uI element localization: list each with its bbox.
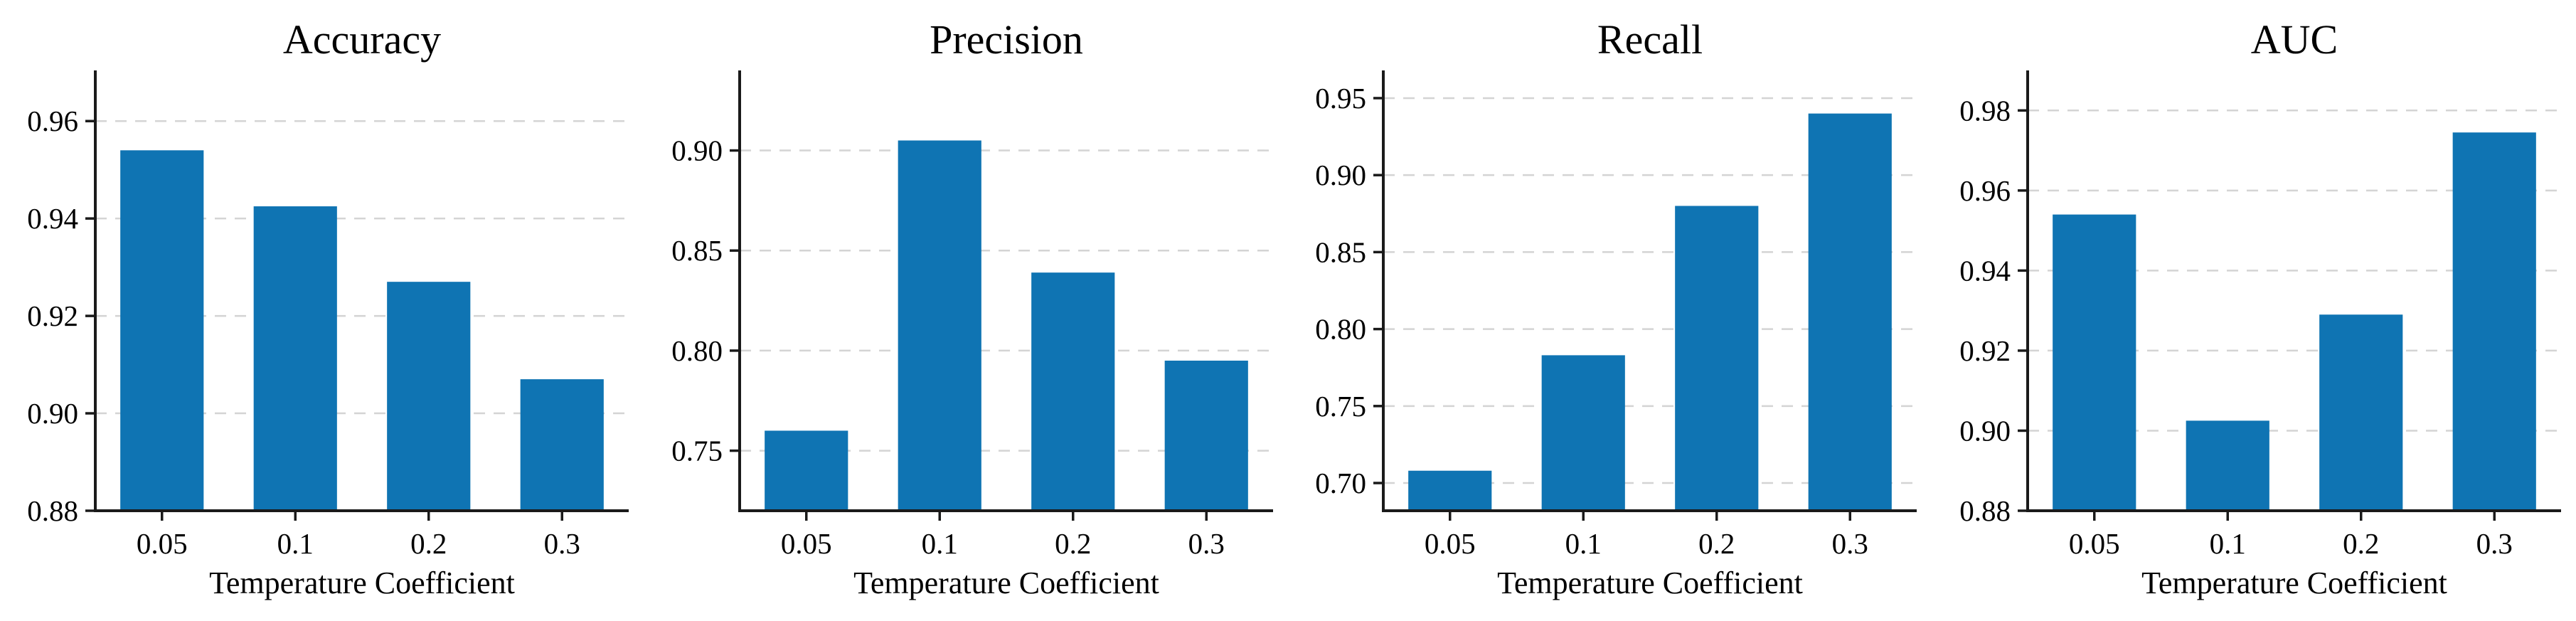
bar-chart-accuracy: 0.88 0.90 0.92 0.94 0.96 0.05 0.1 0.2 0.3 Accurac… [0,0,644,621]
chart-panel-accuracy: 0.88 0.90 0.92 0.94 0.96 0.05 0.1 0.2 0.3 Accurac… [0,0,644,621]
y-tick-label: 0.70 [1315,467,1366,499]
bar-0.05 [2052,214,2136,511]
x-tick-label: 0.05 [2068,527,2119,560]
x-tick-label: 0.1 [1565,527,1602,560]
chart-title: Accuracy [283,16,441,63]
y-tick-label: 0.98 [1959,94,2011,127]
bar-0.1 [2186,420,2269,511]
y-tick-label: 0.90 [671,134,723,167]
bar-0.05 [764,430,848,511]
y-tick-label: 0.88 [1959,494,2011,527]
y-tick-label: 0.75 [1315,390,1366,423]
y-tick-label: 0.88 [27,494,78,527]
x-tick-label: 0.3 [2476,527,2512,560]
x-axis-label: Temperature Coefficient [2141,566,2447,600]
x-tick-label: 0.3 [1188,527,1224,560]
y-tick-label: 0.92 [1959,334,2011,367]
bar-0.05 [120,150,204,511]
chart-panel-precision: 0.75 0.80 0.85 0.90 0.05 0.1 0.2 0.3 Precision Te… [644,0,1288,621]
bar-0.2 [1031,272,1114,511]
bar-0.3 [1164,360,1248,511]
bar-0.1 [898,140,981,511]
y-tick-label: 0.94 [27,202,78,235]
bar-0.1 [1541,355,1625,511]
y-tick-label: 0.95 [1315,82,1366,115]
x-tick-label: 0.2 [1055,527,1091,560]
y-tick-label: 0.90 [1315,159,1366,191]
y-tick-label: 0.94 [1959,254,2011,287]
x-axis-label: Temperature Coefficient [1497,566,1803,600]
x-tick-label: 0.3 [1832,527,1868,560]
x-axis-label: Temperature Coefficient [853,566,1159,600]
x-tick-label: 0.3 [544,527,580,560]
x-tick-label: 0.05 [780,527,831,560]
y-tick-label: 0.75 [671,435,723,467]
chart-panel-auc: 0.88 0.90 0.92 0.94 0.96 0.98 0.05 0.1 0.2 0.3 AUC… [1932,0,2576,621]
chart-title: AUC [2250,16,2337,63]
chart-title: Precision [930,16,1083,63]
bar-0.2 [387,282,471,511]
x-axis-label: Temperature Coefficient [209,566,515,600]
bar-0.3 [1808,113,1892,511]
y-tick-label: 0.85 [1315,235,1366,268]
bar-0.2 [2319,314,2402,511]
x-tick-label: 0.1 [277,527,314,560]
chart-panel-recall: 0.70 0.75 0.80 0.85 0.90 0.95 0.05 0.1 0.2 0.3 Rec… [1288,0,1932,621]
bar-0.2 [1675,206,1759,511]
y-tick-label: 0.96 [27,105,78,137]
x-tick-label: 0.05 [1425,527,1476,560]
bar-0.3 [2452,132,2536,511]
y-tick-label: 0.96 [1959,174,2011,207]
x-tick-label: 0.2 [1698,527,1735,560]
y-tick-label: 0.80 [671,334,723,367]
y-tick-label: 0.92 [27,299,78,332]
bar-0.05 [1408,470,1492,511]
x-tick-label: 0.2 [410,527,447,560]
y-tick-label: 0.90 [27,397,78,430]
y-tick-label: 0.90 [1959,414,2011,447]
bar-0.3 [520,379,604,511]
bar-chart-recall: 0.70 0.75 0.80 0.85 0.90 0.95 0.05 0.1 0.2 0.3 Rec… [1288,0,1932,621]
x-tick-label: 0.05 [137,527,188,560]
bar-chart-auc: 0.88 0.90 0.92 0.94 0.96 0.98 0.05 0.1 0.2 0.3 AUC… [1932,0,2576,621]
x-tick-label: 0.2 [2343,527,2379,560]
bar-0.1 [253,206,337,511]
y-tick-label: 0.85 [671,234,723,267]
x-tick-label: 0.1 [921,527,957,560]
bar-chart-precision: 0.75 0.80 0.85 0.90 0.05 0.1 0.2 0.3 Precision Te… [644,0,1288,621]
y-tick-label: 0.80 [1315,313,1366,346]
chart-title: Recall [1597,16,1703,63]
x-tick-label: 0.1 [2209,527,2245,560]
